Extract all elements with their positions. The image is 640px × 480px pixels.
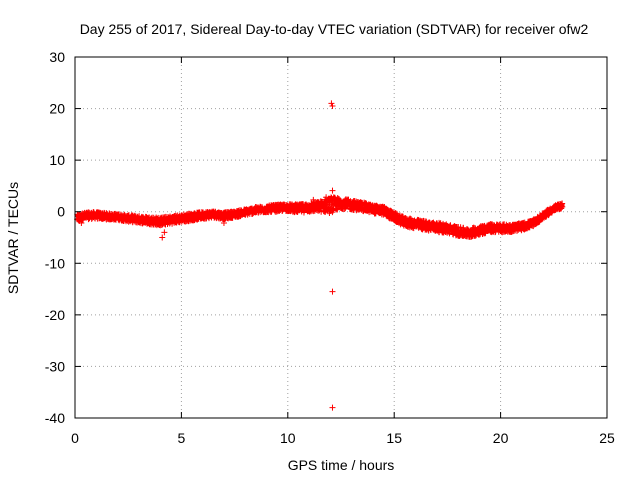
x-tick-label: 15 <box>386 430 402 446</box>
data-point <box>329 288 336 295</box>
y-tick-label: -20 <box>45 307 65 323</box>
data-point <box>328 100 335 107</box>
data-point <box>310 196 317 203</box>
chart-title: Day 255 of 2017, Sidereal Day-to-day VTE… <box>80 21 589 37</box>
y-tick-label: 30 <box>49 49 65 65</box>
data-point <box>159 234 166 241</box>
y-tick-label: -40 <box>45 410 65 426</box>
y-axis-label: SDTVAR / TECUs <box>5 182 21 294</box>
x-axis-label: GPS time / hours <box>288 457 395 473</box>
y-tick-label: 20 <box>49 101 65 117</box>
data-point <box>380 204 387 211</box>
data-point <box>76 217 83 224</box>
grid-lines <box>75 57 607 418</box>
data-point <box>559 203 566 210</box>
data-points <box>74 100 566 411</box>
x-tick-label: 25 <box>599 430 615 446</box>
plot-frame <box>74 56 608 419</box>
y-tick-label: -10 <box>45 255 65 271</box>
axis-tick-labels: 0 5 10 15 20 25 -40 -30 -20 -10 0 10 20 30 <box>45 49 615 446</box>
x-tick-label: 0 <box>71 430 79 446</box>
y-tick-label: 0 <box>57 204 65 220</box>
axis-ticks <box>74 56 608 419</box>
data-point <box>329 102 336 109</box>
y-tick-label: 10 <box>49 152 65 168</box>
x-tick-label: 5 <box>178 430 186 446</box>
data-point <box>329 187 336 194</box>
data-point <box>323 194 330 201</box>
data-point <box>329 404 336 411</box>
data-point <box>161 229 168 236</box>
y-tick-label: -30 <box>45 358 65 374</box>
x-tick-label: 10 <box>280 430 296 446</box>
data-point <box>220 220 227 227</box>
x-tick-label: 20 <box>493 430 509 446</box>
